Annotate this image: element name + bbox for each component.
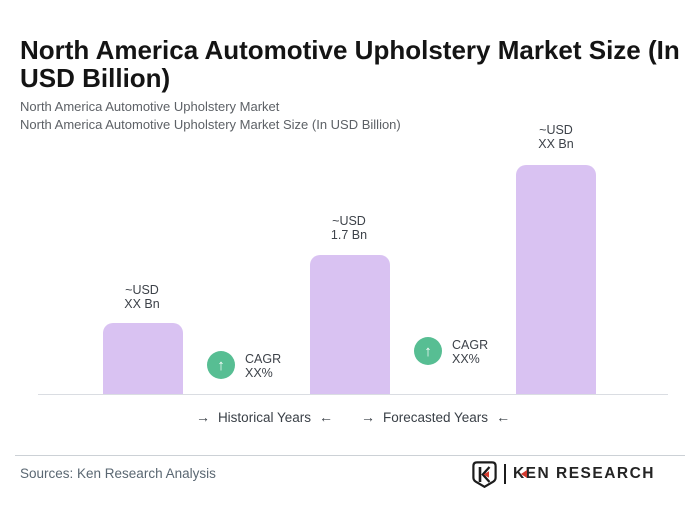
arrow-right-icon: → <box>360 409 375 425</box>
growth-up-arrow-icon: ↑ <box>207 351 235 379</box>
axis-period-labels: → Historical Years ← → Forecasted Years … <box>38 409 668 425</box>
logo-divider <box>503 464 506 484</box>
page-title: North America Automotive Upholstery Mark… <box>20 35 680 94</box>
bar-base-year <box>310 255 390 394</box>
arrow-left-icon: ← <box>496 409 511 425</box>
bar-value-label-base-year: ~USD 1.7 Bn <box>330 214 368 242</box>
growth-up-arrow-icon: ↑ <box>414 337 442 365</box>
forecasted-years-label: → Forecasted Years ← <box>360 409 511 425</box>
arrow-left-icon: ← <box>318 409 333 425</box>
x-axis-line <box>38 394 668 395</box>
subtitle-line-2: North America Automotive Upholstery Mark… <box>20 117 401 132</box>
footer-divider <box>15 455 685 456</box>
historical-years-label: → Historical Years ← <box>195 409 333 425</box>
sources-text: Sources: Ken Research Analysis <box>20 466 216 481</box>
bar-historical <box>103 323 183 394</box>
logo-wordmark: KEN RESEARCH <box>512 465 655 482</box>
cagr-label-1: CAGR XX% <box>245 352 282 380</box>
ken-research-badge-icon <box>472 460 497 488</box>
cagr-label-2: CAGR XX% <box>452 338 489 366</box>
bar-value-label-forecast: ~USD XX Bn <box>538 123 574 151</box>
logo-red-arrow-icon <box>520 470 527 478</box>
subtitle-line-1: North America Automotive Upholstery Mark… <box>20 99 280 114</box>
arrow-right-icon: → <box>195 409 210 425</box>
bar-forecast <box>516 165 596 394</box>
ken-research-logo: KEN RESEARCH <box>472 460 655 488</box>
chart-subtitle: North America Automotive Upholstery Mark… <box>20 98 401 134</box>
bar-value-label-historical: ~USD XX Bn <box>124 283 160 311</box>
